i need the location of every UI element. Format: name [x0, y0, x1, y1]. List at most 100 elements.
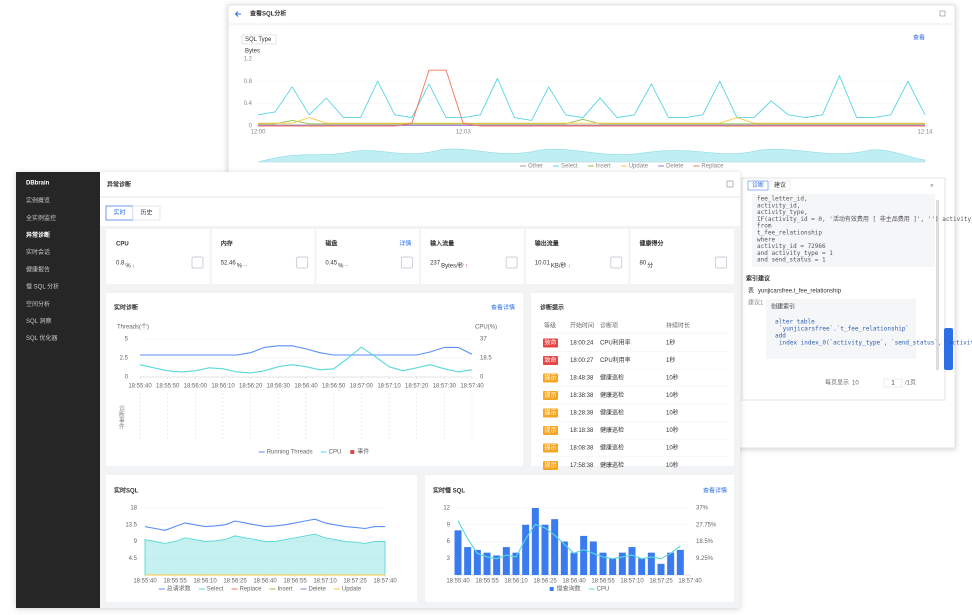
close-icon[interactable]: × [930, 184, 934, 190]
nav-item[interactable]: 实时会话 [26, 248, 50, 256]
metric-icon [401, 256, 413, 269]
legend-label[interactable]: Replace [239, 587, 262, 593]
back-arrow[interactable] [234, 11, 242, 17]
detail-link[interactable]: 查看详情 [703, 487, 727, 495]
legend-label[interactable]: Insert [596, 164, 611, 170]
legend-label[interactable]: Delete [309, 587, 327, 593]
legend-label[interactable]: CPU [329, 450, 342, 456]
back-link[interactable]: 查看 [913, 34, 925, 42]
sql-box [766, 299, 916, 359]
series-line [144, 518, 385, 531]
tab[interactable] [747, 180, 769, 191]
tab[interactable] [132, 205, 161, 221]
y2-tick-label: 18.5% [696, 539, 714, 545]
column-header: 等级 [544, 322, 556, 330]
bar [599, 552, 607, 575]
cell: 10秒 [666, 461, 679, 469]
y-tick-label: 4.5 [129, 556, 138, 562]
back-y-label: Bytes [245, 49, 260, 55]
tab-label[interactable]: 实时 [113, 209, 125, 217]
bar [541, 524, 549, 575]
legend-label[interactable]: Update [342, 587, 362, 593]
x-tick-label: 12:14 [917, 130, 933, 136]
level-text: 提示 [544, 374, 556, 382]
x-tick-label: 18:55:40 [128, 384, 152, 390]
legend-label[interactable]: Running Threads [267, 450, 313, 456]
x-tick-label: 18:57:40 [460, 384, 484, 390]
bar [493, 555, 501, 575]
x-tick-label: 18:55:40 [446, 579, 470, 585]
x-tick-label: 18:57:40 [373, 579, 397, 585]
event-label: 诊断事件 [117, 404, 124, 430]
sql-line: `yunjicarsfree`.`t_fee_relationship` [779, 326, 909, 333]
series-line [257, 74, 926, 121]
page-size[interactable]: 10 [852, 381, 859, 387]
nav-item[interactable]: SQL 优化器 [26, 334, 57, 342]
x-tick-label: 18:57:30 [433, 384, 457, 390]
hint-panel [531, 293, 734, 466]
legend-label[interactable]: Replace [701, 164, 724, 170]
bar [628, 547, 636, 575]
expand-icon[interactable] [939, 10, 946, 17]
level-text: 提示 [544, 391, 556, 399]
nav-item[interactable]: SQL 洞察 [26, 317, 51, 325]
column-header: 开始时间 [570, 322, 594, 330]
cell: 1秒 [666, 356, 675, 364]
metric-link[interactable]: 详情 [399, 240, 411, 248]
series-line [457, 520, 681, 560]
sql-line: add [775, 333, 786, 340]
legend-label[interactable]: Select [561, 164, 578, 170]
nav-item[interactable]: 全实例监控 [26, 214, 56, 222]
legend-label[interactable]: Select [207, 587, 224, 593]
tab-label[interactable]: 建议 [774, 181, 786, 189]
legend-label[interactable]: Insert [278, 587, 293, 593]
y-tick-label: 0 [249, 124, 253, 130]
legend-label[interactable]: Other [528, 164, 543, 170]
detail-link[interactable]: 查看详情 [491, 304, 515, 312]
tab-label[interactable]: 诊断 [752, 181, 764, 189]
legend-label[interactable]: 慢查询数 [557, 585, 581, 593]
tab-label[interactable]: 历史 [140, 209, 152, 217]
x-tick-label: 18:56:10 [193, 579, 217, 585]
x-tick-label: 12:03 [456, 130, 472, 136]
tab[interactable] [769, 180, 791, 191]
level-badge [543, 443, 558, 453]
legend-label[interactable]: Update [629, 164, 649, 170]
legend-label[interactable]: Delete [666, 164, 684, 170]
table-name: yunjicarsfree.t_fee_relationship [758, 289, 842, 295]
bar [464, 547, 472, 575]
y-tick-label: 0 [125, 375, 129, 381]
metric-icon [296, 256, 309, 269]
column-header: 持续时长 [666, 322, 690, 330]
metric-value: 10.01 [535, 261, 551, 267]
nav-item[interactable]: 空间分析 [26, 300, 50, 308]
metric-unit: KB/秒 [551, 262, 567, 270]
nav-item[interactable]: 异常诊断 [26, 231, 50, 239]
metric-icon [715, 256, 727, 269]
y-tick-label: 3 [447, 556, 451, 562]
sql-type-select[interactable] [241, 34, 277, 45]
nav-item[interactable]: 慢 SQL 分析 [26, 283, 59, 291]
series-line [258, 118, 925, 125]
level-badge [543, 426, 558, 435]
page-number[interactable]: 1 [891, 381, 895, 387]
nav-item[interactable]: 健康报告 [26, 265, 50, 273]
x-tick-label: 18:55:55 [475, 579, 499, 585]
legend-label[interactable]: 事件 [357, 448, 369, 456]
metric-icon [191, 256, 204, 269]
x-tick-label: 18:57:10 [377, 384, 401, 390]
legend-label[interactable]: 总请求数 [167, 585, 191, 593]
legend-label[interactable]: CPU [597, 587, 610, 593]
x-tick-label: 18:56:40 [562, 579, 586, 585]
cell: 18:18:38 [570, 428, 594, 434]
cell: 18:28:38 [570, 411, 594, 417]
x-tick-label: 18:56:00 [184, 384, 208, 390]
nav-item[interactable]: 实例概览 [26, 197, 50, 205]
metric-value: 52.46 [221, 261, 237, 267]
cell: CPU利用率 [600, 356, 631, 364]
fullscreen-icon[interactable] [726, 180, 734, 188]
side-widget[interactable] [944, 328, 953, 370]
cell: 10秒 [666, 444, 679, 452]
y-tick-label: 0.8 [244, 79, 253, 85]
y2-axis-label: CPU(%) [475, 325, 497, 331]
